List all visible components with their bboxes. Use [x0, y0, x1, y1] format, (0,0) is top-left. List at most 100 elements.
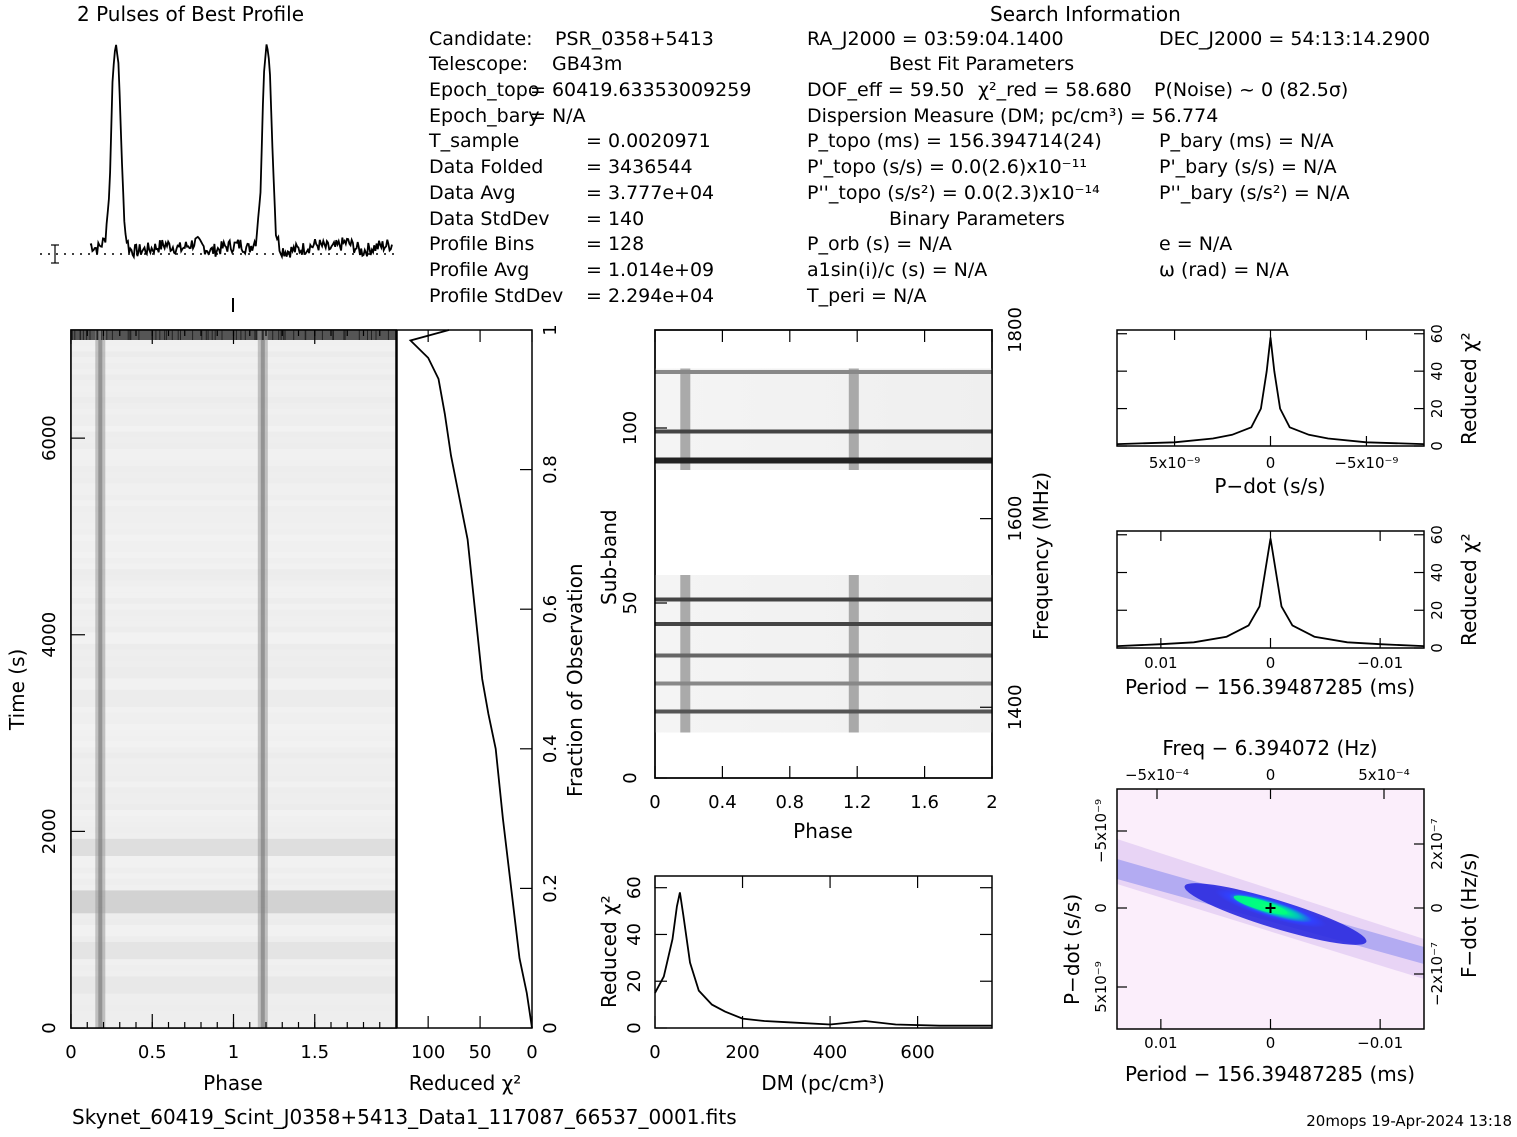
info-omega: ω (rad) = N/A — [1159, 259, 1289, 281]
tp-row — [71, 884, 396, 891]
tick-label: 0.01 — [1144, 654, 1177, 672]
tp-row — [71, 649, 396, 656]
sb-pulse-stripe — [680, 368, 691, 470]
time-ylabel: Time (s) — [5, 649, 29, 731]
tick-label: 2000 — [39, 808, 60, 854]
info-dm: Dispersion Measure (DM; pc/cm³) = 56.774 — [807, 105, 1218, 127]
tick-label: 40 — [1428, 362, 1446, 381]
tp-row — [71, 815, 396, 823]
tick-label: 0.2 — [540, 874, 561, 903]
pdot-frame — [1116, 329, 1425, 447]
tick-label: 0 — [1428, 643, 1446, 653]
tp-row — [71, 987, 396, 995]
info-left: Candidate: PSR_0358+5413 Telescope: GB43m Ep… — [428, 28, 751, 307]
info-mid: RA_J2000 = 03:59:04.1400 DEC_J2000 = 54:1… — [806, 28, 1430, 307]
tp-row — [71, 970, 396, 977]
tp-row — [71, 827, 396, 834]
sb-bright-subband — [655, 622, 992, 626]
period-pdot-image — [1117, 839, 1424, 979]
tp-row — [71, 964, 396, 972]
tick-label: −5x10⁻⁹ — [1092, 799, 1110, 863]
dm-xlabel: DM (pc/cm³) — [761, 1071, 885, 1095]
freq-top-label: Freq − 6.394072 (Hz) — [1162, 736, 1377, 760]
info-label-7: Data StdDev — [429, 208, 550, 230]
tick-label: 20 — [624, 970, 645, 993]
sb-region-high — [655, 368, 992, 470]
tick-label: 0.01 — [1144, 1034, 1177, 1052]
dm-panel: 0 200 400 600 0 20 40 60 DM (pc/cm³) Reduced χ² — [597, 875, 993, 1095]
tp-row — [71, 953, 396, 960]
subband-image — [655, 368, 992, 733]
tick-label: 100 — [620, 411, 641, 445]
tp-row — [71, 437, 396, 444]
tp-row — [71, 821, 396, 828]
tp-row — [71, 552, 396, 559]
tick-label: 2x10⁻⁷ — [1428, 818, 1446, 869]
tick-label: 0 — [624, 1022, 645, 1033]
info-ptopo: P_topo (ms) = 156.394714(24) — [807, 130, 1102, 152]
info-label-0: Candidate: — [429, 28, 533, 50]
tp-row — [71, 454, 396, 461]
tick-label: 0 — [1266, 766, 1276, 784]
tick-label: 5x10⁻⁴ — [1358, 766, 1409, 784]
tp-row — [71, 810, 396, 817]
subband-phase-panel: 0 0.4 0.8 1.2 1.6 2 0 50 100 1400 1600 1800 Sub-ban… — [597, 307, 1053, 843]
period-xlabel: Period − 156.39487285 (ms) — [1125, 675, 1415, 699]
pdot-ylabel: Reduced χ² — [1457, 332, 1481, 445]
tick-label: 0 — [620, 772, 641, 783]
tick-label: 1600 — [1005, 496, 1026, 542]
tp-row — [71, 643, 396, 651]
cumulative-curve — [408, 329, 533, 1029]
search-info-title: Search Information — [990, 2, 1181, 26]
tick-label: 40 — [1428, 563, 1446, 582]
profile-title: 2 Pulses of Best Profile — [77, 2, 304, 26]
tp-row — [71, 867, 396, 874]
tick-label: 0.5 — [138, 1042, 167, 1063]
tick-label: 0 — [649, 1042, 660, 1063]
tick-label: −5x10⁻⁴ — [1125, 766, 1189, 784]
redchi-xlabel: Reduced χ² — [409, 1071, 522, 1095]
tick-label: 2 — [986, 792, 997, 813]
tp-row — [71, 351, 396, 358]
tp-row — [71, 781, 396, 788]
tp-row — [71, 735, 396, 742]
tp-pulse-core — [260, 330, 265, 1028]
sb-bright-subband — [655, 429, 992, 434]
tp-row — [71, 901, 396, 909]
subband-border — [654, 329, 993, 779]
dm-ylabel: Reduced χ² — [597, 895, 621, 1008]
tp-row — [71, 534, 396, 542]
footer-stamp: 20mops 19-Apr-2024 13:18 — [1306, 1112, 1512, 1130]
phase-xlabel: Phase — [203, 1071, 263, 1095]
subband-ticks: 0 0.4 0.8 1.2 1.6 2 0 50 100 1400 1600 1800 — [620, 307, 1026, 813]
tick-label: 0 — [540, 1022, 561, 1033]
tp-row — [71, 374, 396, 381]
tick-label: 1.2 — [843, 792, 872, 813]
tick-label: 1 — [540, 324, 561, 335]
info-label-1: Telescope: — [428, 53, 528, 75]
tp-row — [71, 620, 396, 628]
tick-label: 0.4 — [708, 792, 737, 813]
tick-label: 1400 — [1005, 684, 1026, 730]
info-dec: DEC_J2000 = 54:13:14.2900 — [1159, 28, 1430, 50]
tp-row — [71, 626, 396, 633]
period-ylabel: Reduced χ² — [1457, 533, 1481, 646]
dm-frame — [654, 875, 993, 1029]
pdot-xlabel: P−dot (s/s) — [1214, 474, 1325, 498]
tp-row — [71, 523, 396, 530]
period-curve — [1116, 538, 1425, 647]
tp-row — [71, 580, 396, 587]
sb-bright-subband — [655, 457, 992, 464]
info-value-8: = 128 — [586, 233, 644, 255]
tp-row — [71, 672, 396, 679]
info-value-9: = 1.014e+09 — [586, 259, 714, 281]
pdot-panel: 5x10⁻⁹ 0 −5x10⁻⁹ 0 20 40 60 P−dot (s/s) Reduce… — [1116, 324, 1481, 498]
period-panel: 0.01 0 −0.01 0 20 40 60 Period − 156.39487285 … — [1116, 525, 1481, 699]
tp-row — [71, 655, 396, 662]
tp-row — [71, 632, 396, 639]
cumulative-frame — [396, 329, 533, 1029]
info-label-2: Epoch_topo — [429, 79, 539, 101]
tp-row — [71, 907, 396, 914]
tp-row — [71, 460, 396, 467]
